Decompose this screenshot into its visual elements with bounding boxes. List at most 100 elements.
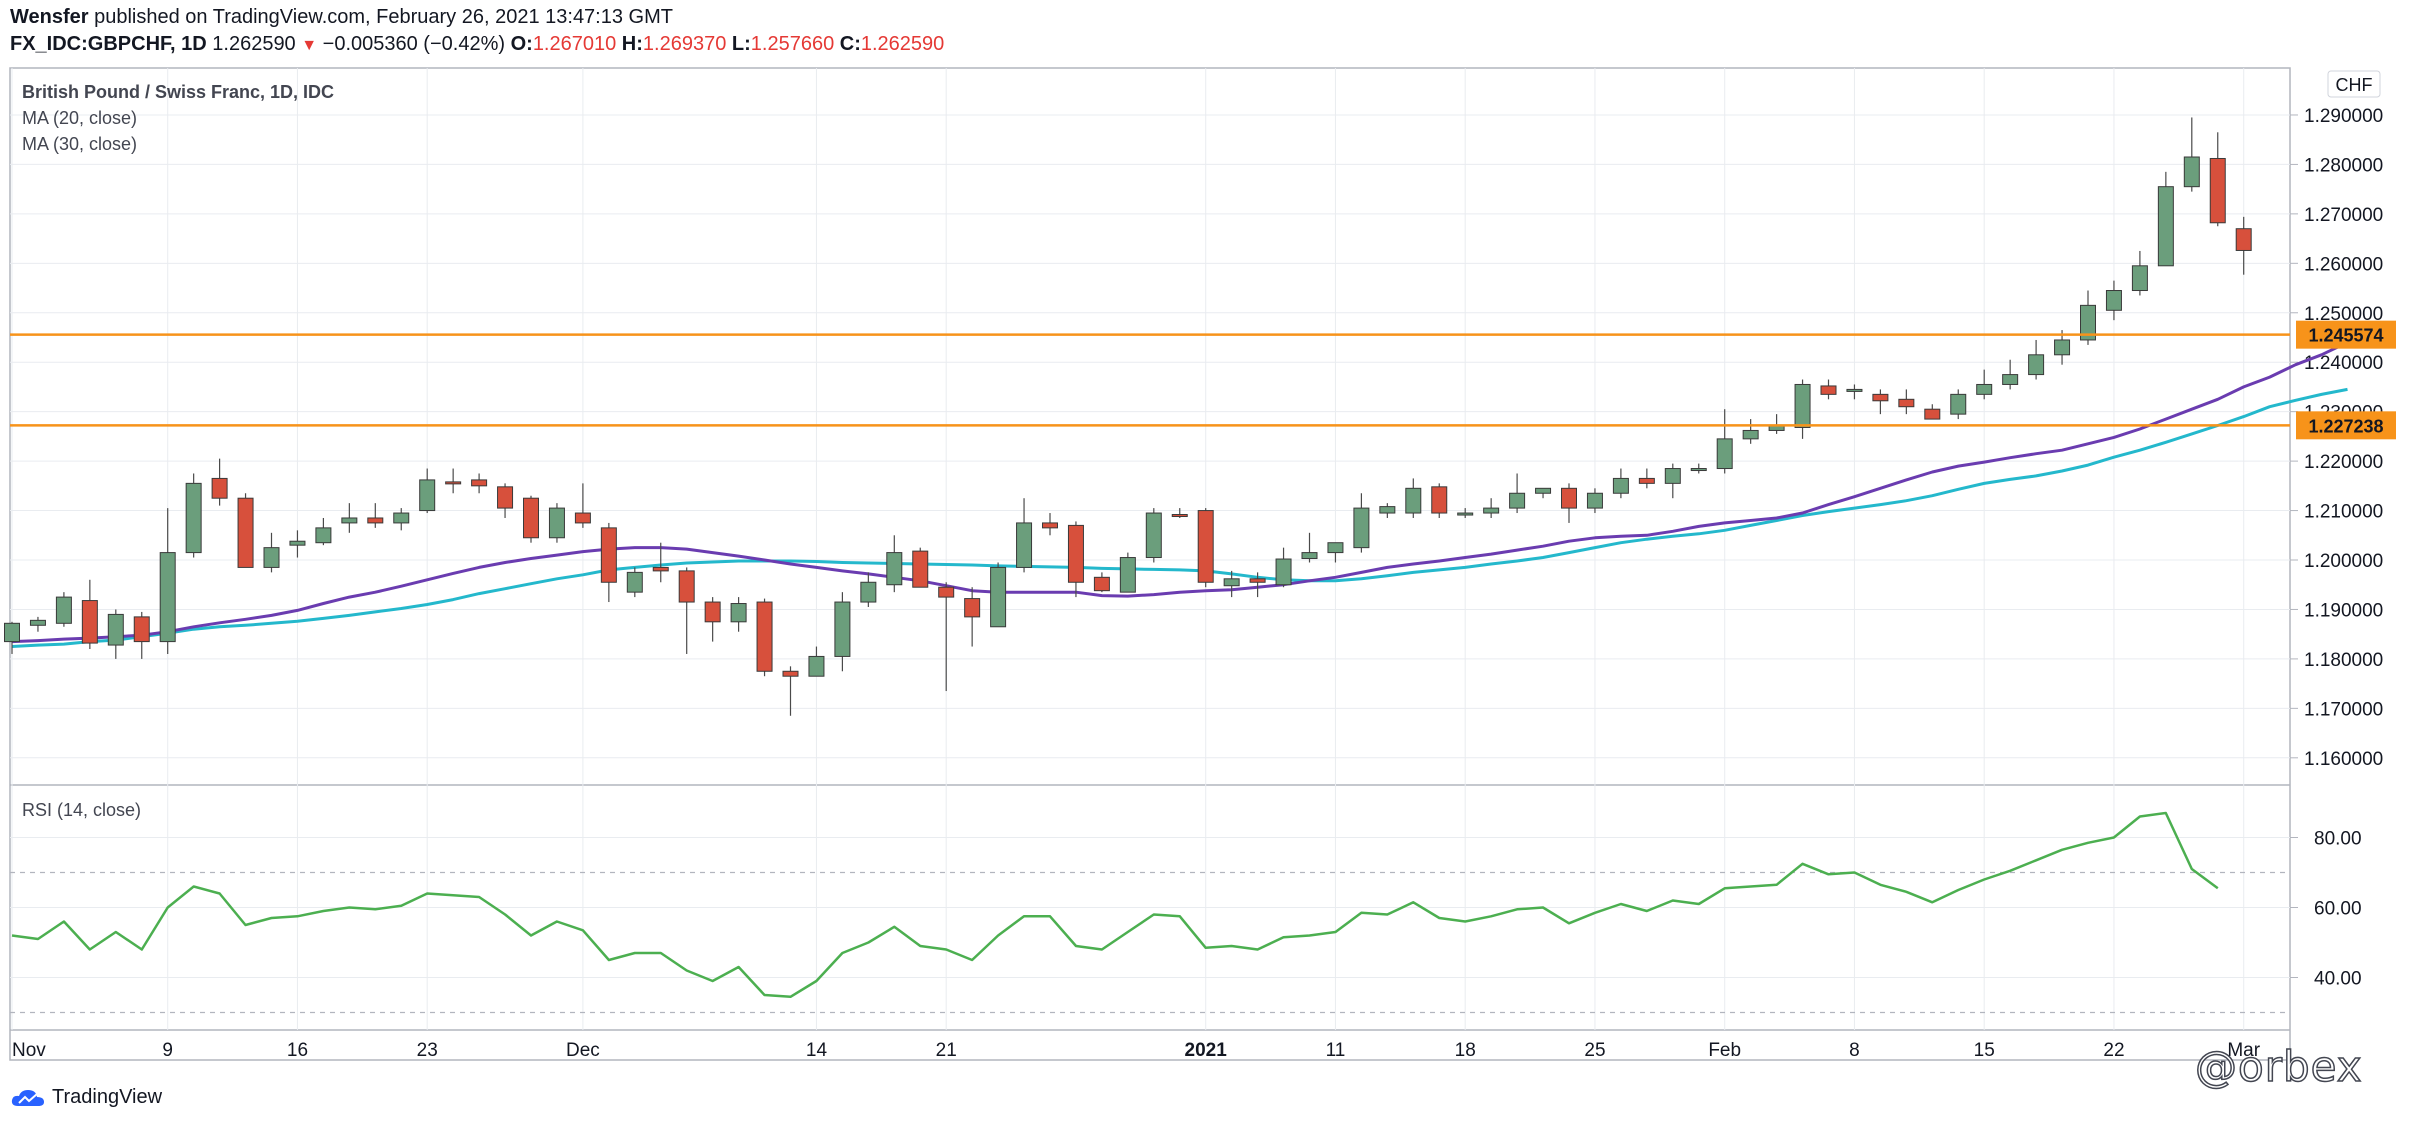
candle-down [471,479,488,487]
rsi-tick-label: 40.00 [2314,969,2362,990]
candle-down [1561,487,1577,509]
candle-up [1664,468,1681,484]
candle-down [1872,393,1889,402]
price-change: −0.005360 (−0.42%) [322,33,506,55]
candle-down [912,550,929,588]
ma30-line [11,387,2348,648]
level-price-badge [2296,411,2396,440]
rsi-tick-label: 60.00 [2314,899,2362,920]
open-label: O: [510,33,533,55]
candle-up [860,581,877,603]
candle-up [1327,542,1344,554]
rsi-legend[interactable]: RSI (14, close) [22,800,142,820]
candle-down [782,670,799,677]
candle-up [1301,552,1318,560]
price-tick-label: 1.200000 [2304,551,2383,572]
candle-up [159,552,176,643]
candle-up [1275,558,1292,586]
price-tick-label: 1.160000 [2304,749,2383,770]
candle-up [1509,492,1526,509]
candle-down [938,586,955,598]
candle-up [1950,393,1967,415]
chart-title: British Pound / Swiss Franc, 1D, IDC [22,82,335,102]
candle-down [2209,157,2226,224]
candle-down [237,497,254,568]
candle-down [1898,398,1915,408]
tradingview-logo[interactable]: TradingView [10,1086,162,1109]
time-tick-label: 22 [2103,1040,2124,1061]
time-tick-label: 18 [1455,1040,1476,1061]
price-tick-label: 1.240000 [2304,353,2383,374]
candle-up [886,552,903,586]
cloud-icon [11,1089,44,1106]
candle-up [990,566,1007,628]
published-text: published on TradingView.com, February 2… [94,6,673,28]
price-tick-label: 1.180000 [2304,650,2383,671]
symbol-quote-line: FX_IDC:GBPCHF, 1D 1.262590 ▼ −0.005360 (… [10,33,944,56]
candle-up [1457,512,1474,516]
candle-up [1612,477,1629,494]
candle-down [445,481,462,485]
candle-up [1353,507,1370,549]
candle-up [2054,339,2071,356]
candle-down [1431,486,1448,514]
candle-up [2080,304,2096,341]
candle-up [1742,429,1759,440]
candle-up [1716,438,1733,470]
candle-down [1197,510,1214,583]
candle-down [600,527,617,583]
time-tick-label: 2021 [1185,1040,1228,1061]
brand-name: TradingView [52,1086,163,1108]
close-value: 1.262590 [860,33,945,55]
high-label: H: [621,33,643,55]
candle-down [2235,228,2252,251]
price-tick-label: 1.290000 [2304,106,2383,127]
candle-down [756,601,773,672]
candle-up [107,613,124,646]
candle-down [1249,578,1266,583]
rsi-line [11,811,2219,999]
candle-up [2157,186,2174,267]
candle-down [1067,524,1084,583]
candle-up [393,512,410,524]
ma20-legend[interactable]: MA (20, close) [22,108,138,128]
candle-up [1016,522,1033,568]
candle-down [704,601,721,623]
time-tick-label: Nov [12,1040,46,1061]
candle-up [419,479,436,512]
price-tick-label: 1.220000 [2304,452,2383,473]
candle-up [834,601,851,657]
candle-down [1093,576,1110,592]
candle-up [2002,374,2019,385]
orbex-watermark: @orbex [2194,1041,2363,1092]
time-tick-label: 15 [1974,1040,1995,1061]
candle-up [185,482,202,554]
time-tick-label: 11 [1326,1040,1346,1061]
ma30-legend[interactable]: MA (30, close) [22,134,138,154]
candle-up [626,571,643,593]
price-tick-label: 1.170000 [2304,699,2383,720]
time-tick-label: 25 [1584,1040,1605,1061]
time-tick-label: Dec [566,1040,600,1061]
candle-up [1379,506,1396,514]
open-value: 1.267010 [532,33,617,55]
candle-up [548,507,565,539]
candle-up [1145,512,1162,559]
candle-down [1171,514,1188,518]
candle-up [289,540,306,546]
candle-up [1405,487,1422,514]
symbol-label[interactable]: FX_IDC:GBPCHF, 1D [10,33,207,55]
high-value: 1.269370 [642,33,727,55]
candle-up [808,655,825,677]
ma20-line [11,341,2349,644]
candle-up [1223,578,1240,587]
author-name[interactable]: Wensfer [10,6,89,28]
low-label: L: [731,33,751,55]
low-value: 1.257660 [750,33,835,55]
time-tick-label: 21 [936,1040,957,1061]
candle-down [1042,522,1058,529]
currency-badge [2327,70,2381,98]
time-tick-label: 9 [162,1040,173,1061]
candle-up [1794,383,1811,428]
